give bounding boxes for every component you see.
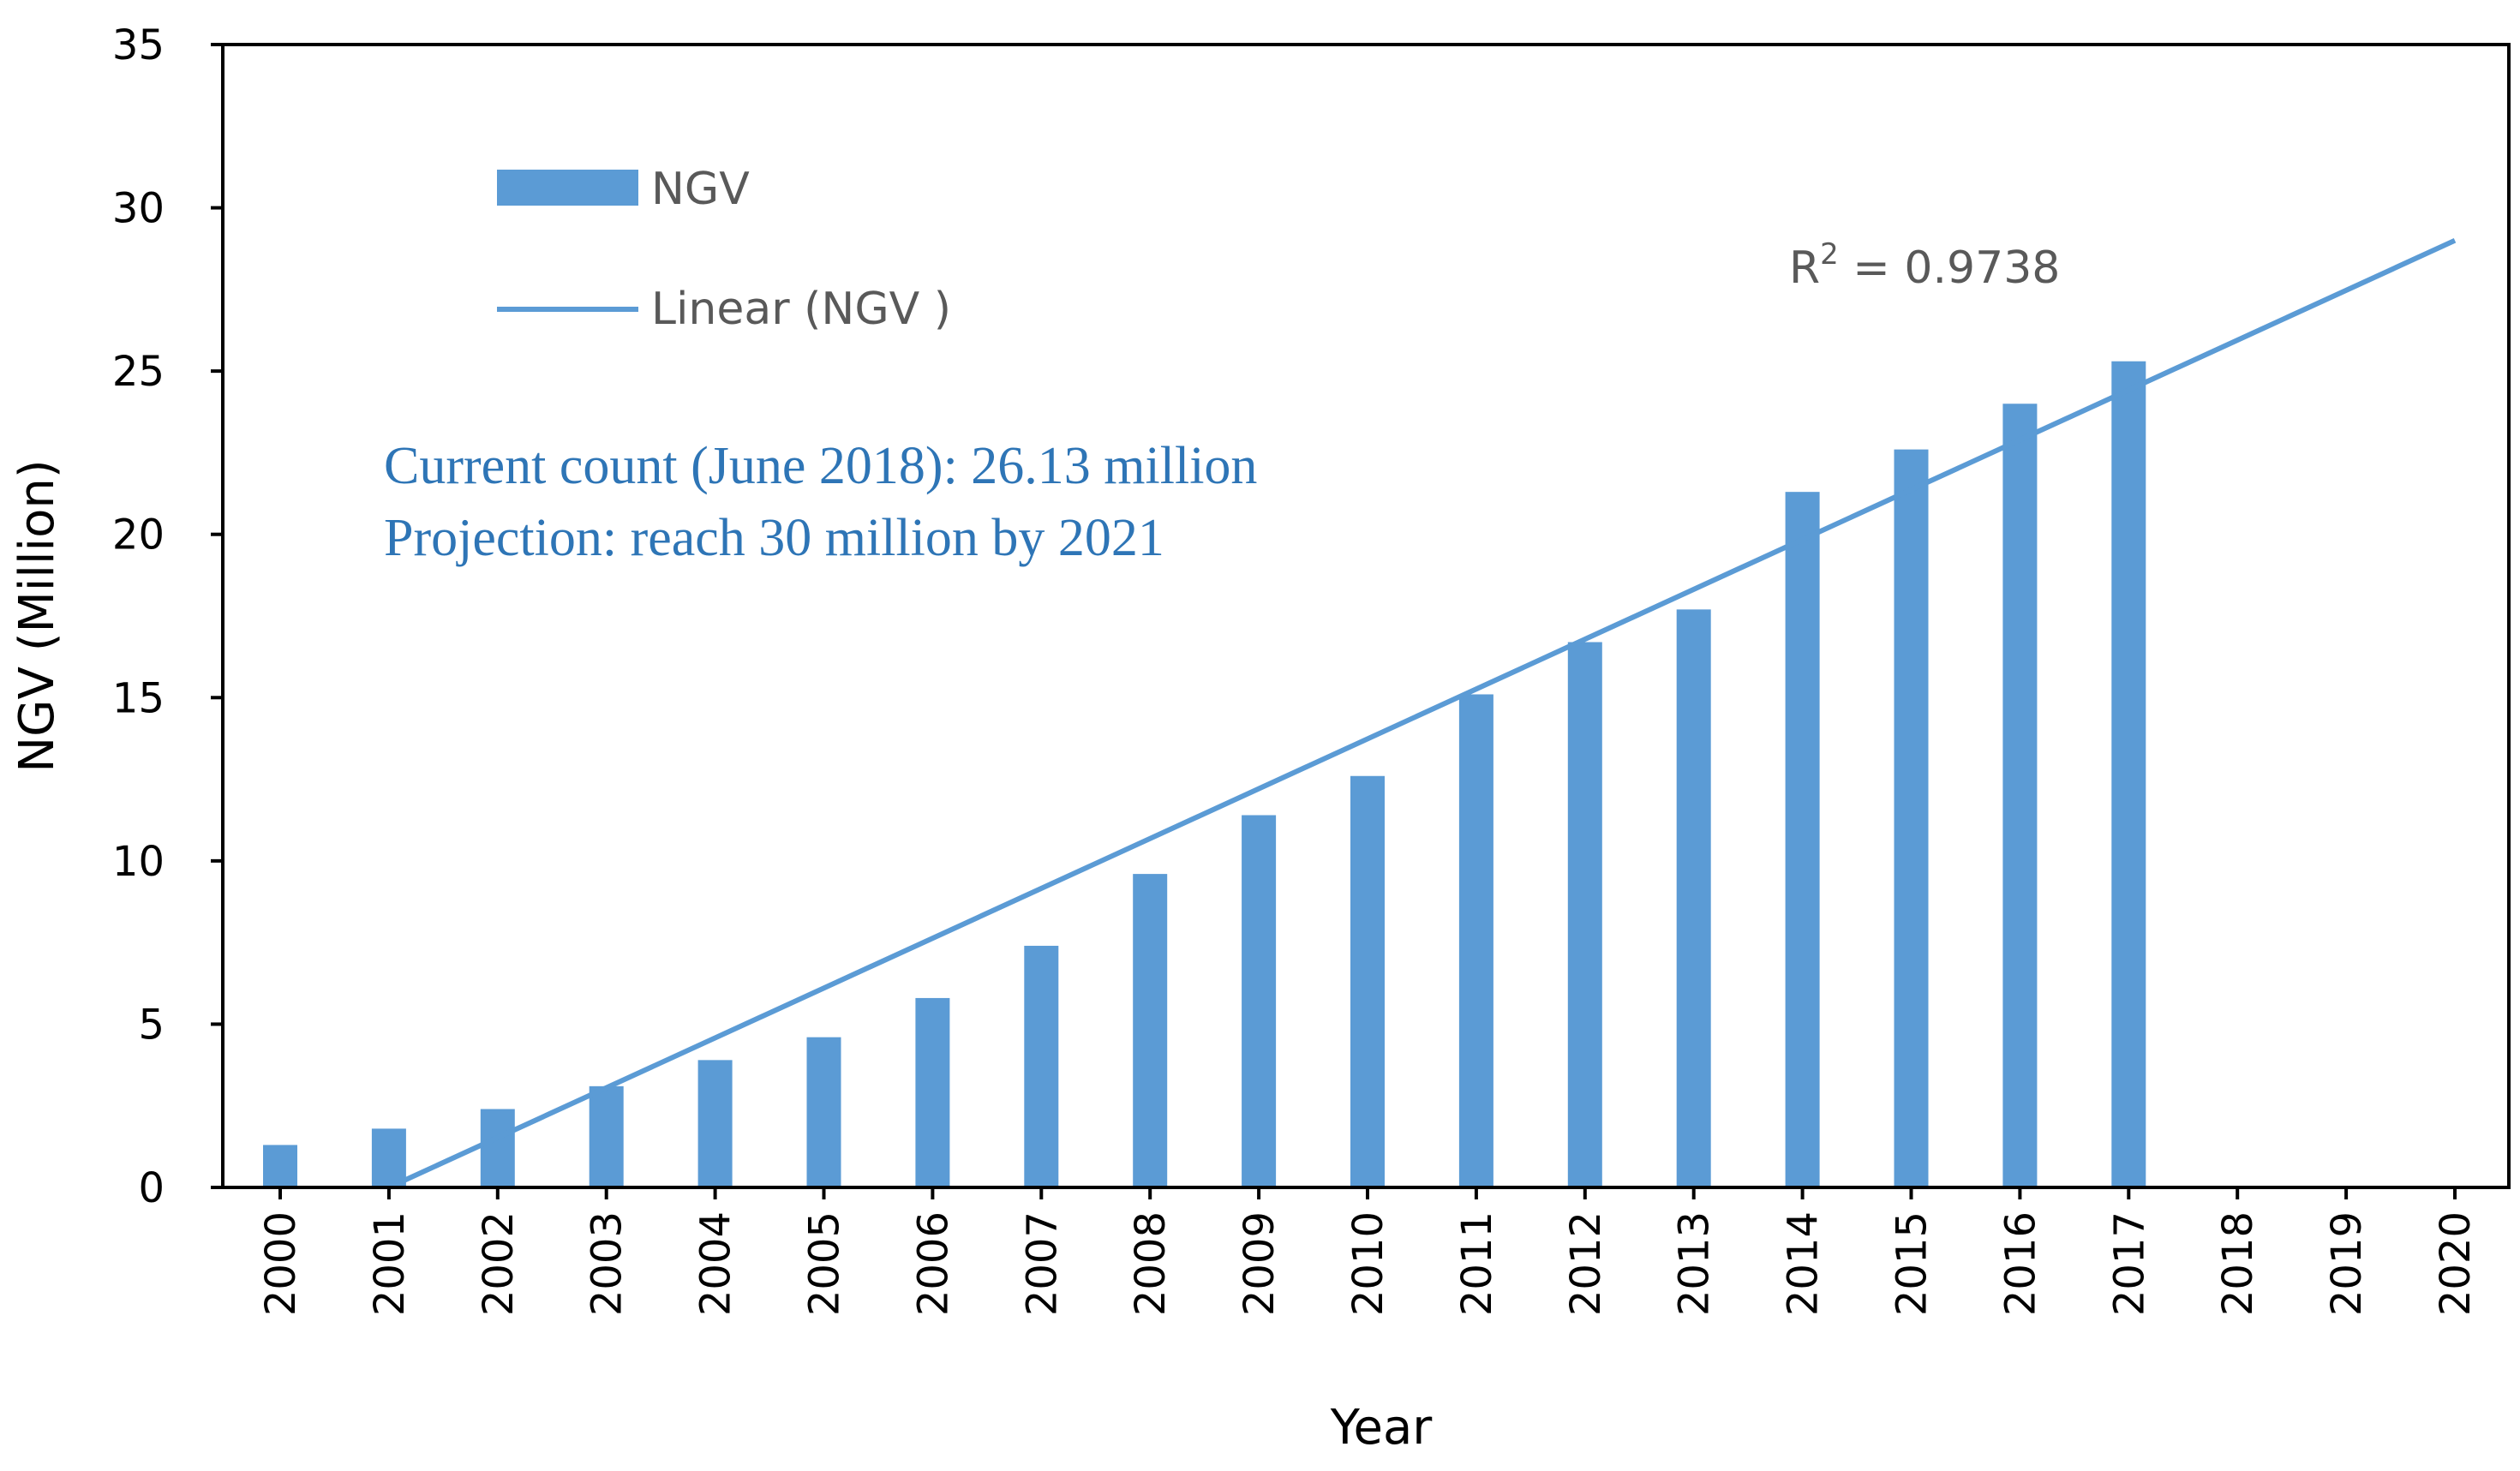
bar-2005 <box>806 1037 841 1187</box>
x-tick-label: 2018 <box>2214 1211 2262 1316</box>
bar-2006 <box>915 997 950 1187</box>
x-tick-label: 2016 <box>1996 1211 2044 1316</box>
x-tick-label: 2014 <box>1780 1211 1828 1316</box>
bar-2016 <box>2002 404 2038 1187</box>
x-tick-label: 2000 <box>257 1211 305 1316</box>
projection-note: Projection: reach 30 million by 2021 <box>384 509 1164 567</box>
x-tick-label: 2020 <box>2432 1211 2480 1316</box>
x-tick-label: 2004 <box>692 1211 740 1316</box>
legend-swatch-bar <box>497 170 638 206</box>
y-tick-label: 35 <box>112 21 165 69</box>
x-tick-label: 2013 <box>1671 1211 1719 1316</box>
x-tick-label: 2002 <box>475 1211 523 1316</box>
bar-2004 <box>697 1060 733 1187</box>
bar-2000 <box>263 1145 297 1187</box>
r-squared-label: R2 = 0.9738 <box>1789 237 2060 294</box>
x-tick-label: 2011 <box>1453 1211 1501 1316</box>
x-tick-label: 2015 <box>1889 1211 1936 1316</box>
bar-2008 <box>1133 874 1168 1187</box>
bar-2003 <box>589 1085 624 1187</box>
x-tick-label: 2017 <box>2105 1211 2153 1316</box>
x-axis-title: Year <box>1330 1400 1434 1456</box>
legend: NGV Linear (NGV ) <box>497 164 951 335</box>
x-tick-label: 2005 <box>801 1211 849 1316</box>
x-tick-label: 2010 <box>1344 1211 1392 1316</box>
y-tick-label: 20 <box>112 511 165 559</box>
y-axis-title: NGV (Million) <box>9 459 65 772</box>
x-tick-label: 2012 <box>1562 1211 1610 1316</box>
x-tick-label: 2006 <box>909 1211 957 1316</box>
y-tick-label: 10 <box>112 838 165 886</box>
bar-2015 <box>1894 449 1929 1187</box>
bar-2012 <box>1567 642 1602 1187</box>
x-axis-ticks: 2000 2001 2002 2003 2004 2005 2006 2007 2008 2009… <box>257 1187 2480 1316</box>
x-tick-label: 2003 <box>584 1211 631 1316</box>
bar-2013 <box>1676 609 1711 1187</box>
bar-2011 <box>1458 694 1493 1187</box>
y-tick-label: 30 <box>112 185 165 233</box>
y-tick-label: 5 <box>138 1001 165 1049</box>
x-tick-label: 2001 <box>366 1211 414 1316</box>
x-tick-label: 2008 <box>1127 1211 1175 1316</box>
y-tick-label: 25 <box>112 348 165 396</box>
bar-2002 <box>480 1109 515 1187</box>
x-tick-label: 2009 <box>1236 1211 1284 1316</box>
bar-2009 <box>1242 815 1277 1187</box>
y-tick-label: 15 <box>112 674 165 722</box>
y-axis-ticks: 0 5 10 15 20 25 30 35 <box>112 21 223 1212</box>
bar-2001 <box>371 1128 406 1187</box>
x-tick-label: 2019 <box>2323 1211 2371 1316</box>
legend-label-line: Linear (NGV ) <box>651 284 951 335</box>
current-count-note: Current count (June 2018): 26.13 million <box>384 437 1257 495</box>
bar-2007 <box>1024 945 1059 1187</box>
bar-2014 <box>1785 492 1820 1187</box>
bar-2010 <box>1350 775 1385 1187</box>
y-tick-label: 0 <box>138 1164 165 1212</box>
trend-line <box>387 237 2457 1190</box>
x-tick-label: 2007 <box>1018 1211 1066 1316</box>
legend-label-bar: NGV <box>651 164 750 215</box>
bar-series <box>263 361 2146 1187</box>
bar-2017 <box>2111 361 2146 1187</box>
